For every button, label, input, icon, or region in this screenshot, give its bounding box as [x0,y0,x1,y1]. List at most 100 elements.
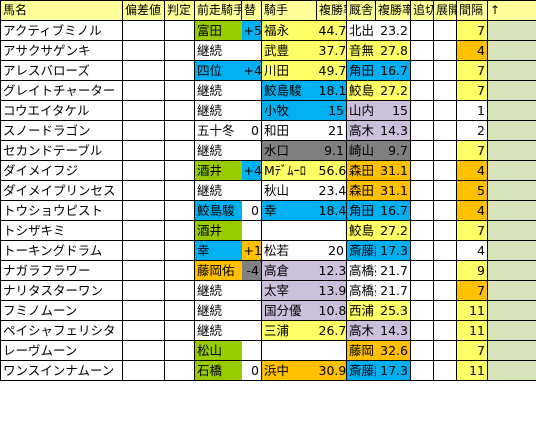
jockey-cell: 高倉 [261,260,317,281]
tenkai-cell [433,100,457,121]
header-prev-jockey: 前走騎手 [194,0,242,21]
tenkai-cell [433,60,457,81]
oikiri-cell [410,220,434,241]
oikiri-cell [410,20,434,41]
hensachi-cell [122,140,165,161]
interval-cell: 7 [456,20,488,41]
tenkai-cell [433,320,457,341]
prev-jockey-cell: 鮫島駿 [194,200,242,221]
header-stable: 厩舎 [346,0,376,21]
hensachi-cell [122,120,165,141]
change-cell: +4 [241,160,262,181]
change-cell [241,340,262,361]
oikiri-cell [410,320,434,341]
oikiri-cell [410,280,434,301]
table-row[interactable]: アサクサゲンキ 継続 武豊 37.7 音無 27.8 4 [0,40,536,61]
header-arrow-icon: ↑ [487,0,536,21]
header-jockey-rate: 複勝率 [316,0,347,21]
table-row[interactable]: セカンドテーブル 継続 水口 9.1 崎山 9.7 7 [0,140,536,161]
interval-cell: 7 [456,60,488,81]
prev-jockey-cell: 酒井 [194,160,242,181]
hantei-cell [164,320,195,341]
header-horse-name: 馬名 [0,0,123,21]
tenkai-cell [433,360,457,381]
table-row[interactable]: レーヴムーン 松山 藤岡 32.6 7 [0,340,536,361]
header-jockey: 騎手 [261,0,317,21]
stable-rate-cell: 31.1 [375,180,411,201]
hensachi-cell [122,300,165,321]
prev-jockey-cell: 継続 [194,300,242,321]
table-row[interactable]: ダイメイフジ 酒井 +4 Mﾃﾞﾑｰﾛ 56.6 森田 31.1 4 [0,160,536,181]
header-hensachi: 偏差値 [122,0,165,21]
hantei-cell [164,360,195,381]
table-row[interactable]: アクティブミノル 富田 +5 福永 44.7 北出 23.2 7 [0,20,536,41]
table-row[interactable]: アレスバローズ 四位 +4 川田 49.7 角田 16.7 7 [0,60,536,81]
jockey-rate-cell: 18.1 [316,80,347,101]
horse-name-cell: コウエイタケル [0,100,123,121]
table-row[interactable]: コウエイタケル 継続 小牧 15 山内 15 1 [0,100,536,121]
prev-jockey-cell: 継続 [194,180,242,201]
change-cell [241,80,262,101]
stable-cell: 高木 [346,120,376,141]
arrow-cell [487,360,536,381]
stable-rate-cell: 16.7 [375,200,411,221]
arrow-cell [487,240,536,261]
change-cell: 0 [241,120,262,141]
stable-rate-cell: 14.3 [375,320,411,341]
interval-cell: 4 [456,160,488,181]
change-cell [241,300,262,321]
stable-cell: 鮫島 [346,220,376,241]
interval-cell: 5 [456,180,488,201]
table-row[interactable]: トウショウピスト 鮫島駿 0 幸 18.4 角田 16.7 4 [0,200,536,221]
hantei-cell [164,140,195,161]
hantei-cell [164,20,195,41]
change-cell [241,180,262,201]
stable-rate-cell: 17.3 [375,360,411,381]
oikiri-cell [410,80,434,101]
stable-cell: 北出 [346,20,376,41]
arrow-cell [487,140,536,161]
stable-cell: 森田 [346,180,376,201]
horse-name-cell: レーヴムーン [0,340,123,361]
jockey-rate-cell: 26.7 [316,320,347,341]
horse-name-cell: フミノムーン [0,300,123,321]
horse-name-cell: トウショウピスト [0,200,123,221]
stable-cell: 角田 [346,200,376,221]
jockey-cell: 小牧 [261,100,317,121]
interval-cell: 7 [456,220,488,241]
table-row[interactable]: スノードラゴン 五十冬 0 和田 21 高木 14.3 2 [0,120,536,141]
change-cell: +1 [241,240,262,261]
horse-name-cell: セカンドテーブル [0,140,123,161]
change-cell: 0 [241,360,262,381]
oikiri-cell [410,340,434,361]
oikiri-cell [410,120,434,141]
oikiri-cell [410,140,434,161]
arrow-cell [487,260,536,281]
horse-name-cell: ナガラフラワー [0,260,123,281]
jockey-cell: 浜中 [261,360,317,381]
jockey-cell: 松若 [261,240,317,261]
table-row[interactable]: トシザキミ 酒井 鮫島 27.2 7 [0,220,536,241]
stable-cell: 斎藤誠 [346,360,376,381]
jockey-rate-cell: 44.7 [316,20,347,41]
tenkai-cell [433,160,457,181]
oikiri-cell [410,60,434,81]
table-row[interactable]: グレイトチャーター 継続 鮫島駿 18.1 鮫島 27.2 7 [0,80,536,101]
prev-jockey-cell: 継続 [194,140,242,161]
jockey-rate-cell [316,340,347,361]
stable-rate-cell: 17.3 [375,240,411,261]
table-row[interactable]: トーキングドラム 幸+1松若20斎藤誠17.3 4 [0,240,536,261]
table-row[interactable]: フミノムーン 継続 国分優 10.8 西浦 25.3 11 [0,300,536,321]
header-change: 替 [241,0,262,21]
table-row[interactable]: ペイシャフェリシタ 継続 三浦 26.7 高木 14.3 11 [0,320,536,341]
table-row[interactable]: ダイメイプリンセス 継続 秋山 23.4 森田 31.1 5 [0,180,536,201]
prev-jockey-cell: 幸 [194,240,242,261]
jockey-rate-cell: 9.1 [316,140,347,161]
jockey-cell: 幸 [261,200,317,221]
hensachi-cell [122,80,165,101]
stable-rate-cell: 32.6 [375,340,411,361]
jockey-rate-cell: 49.7 [316,60,347,81]
